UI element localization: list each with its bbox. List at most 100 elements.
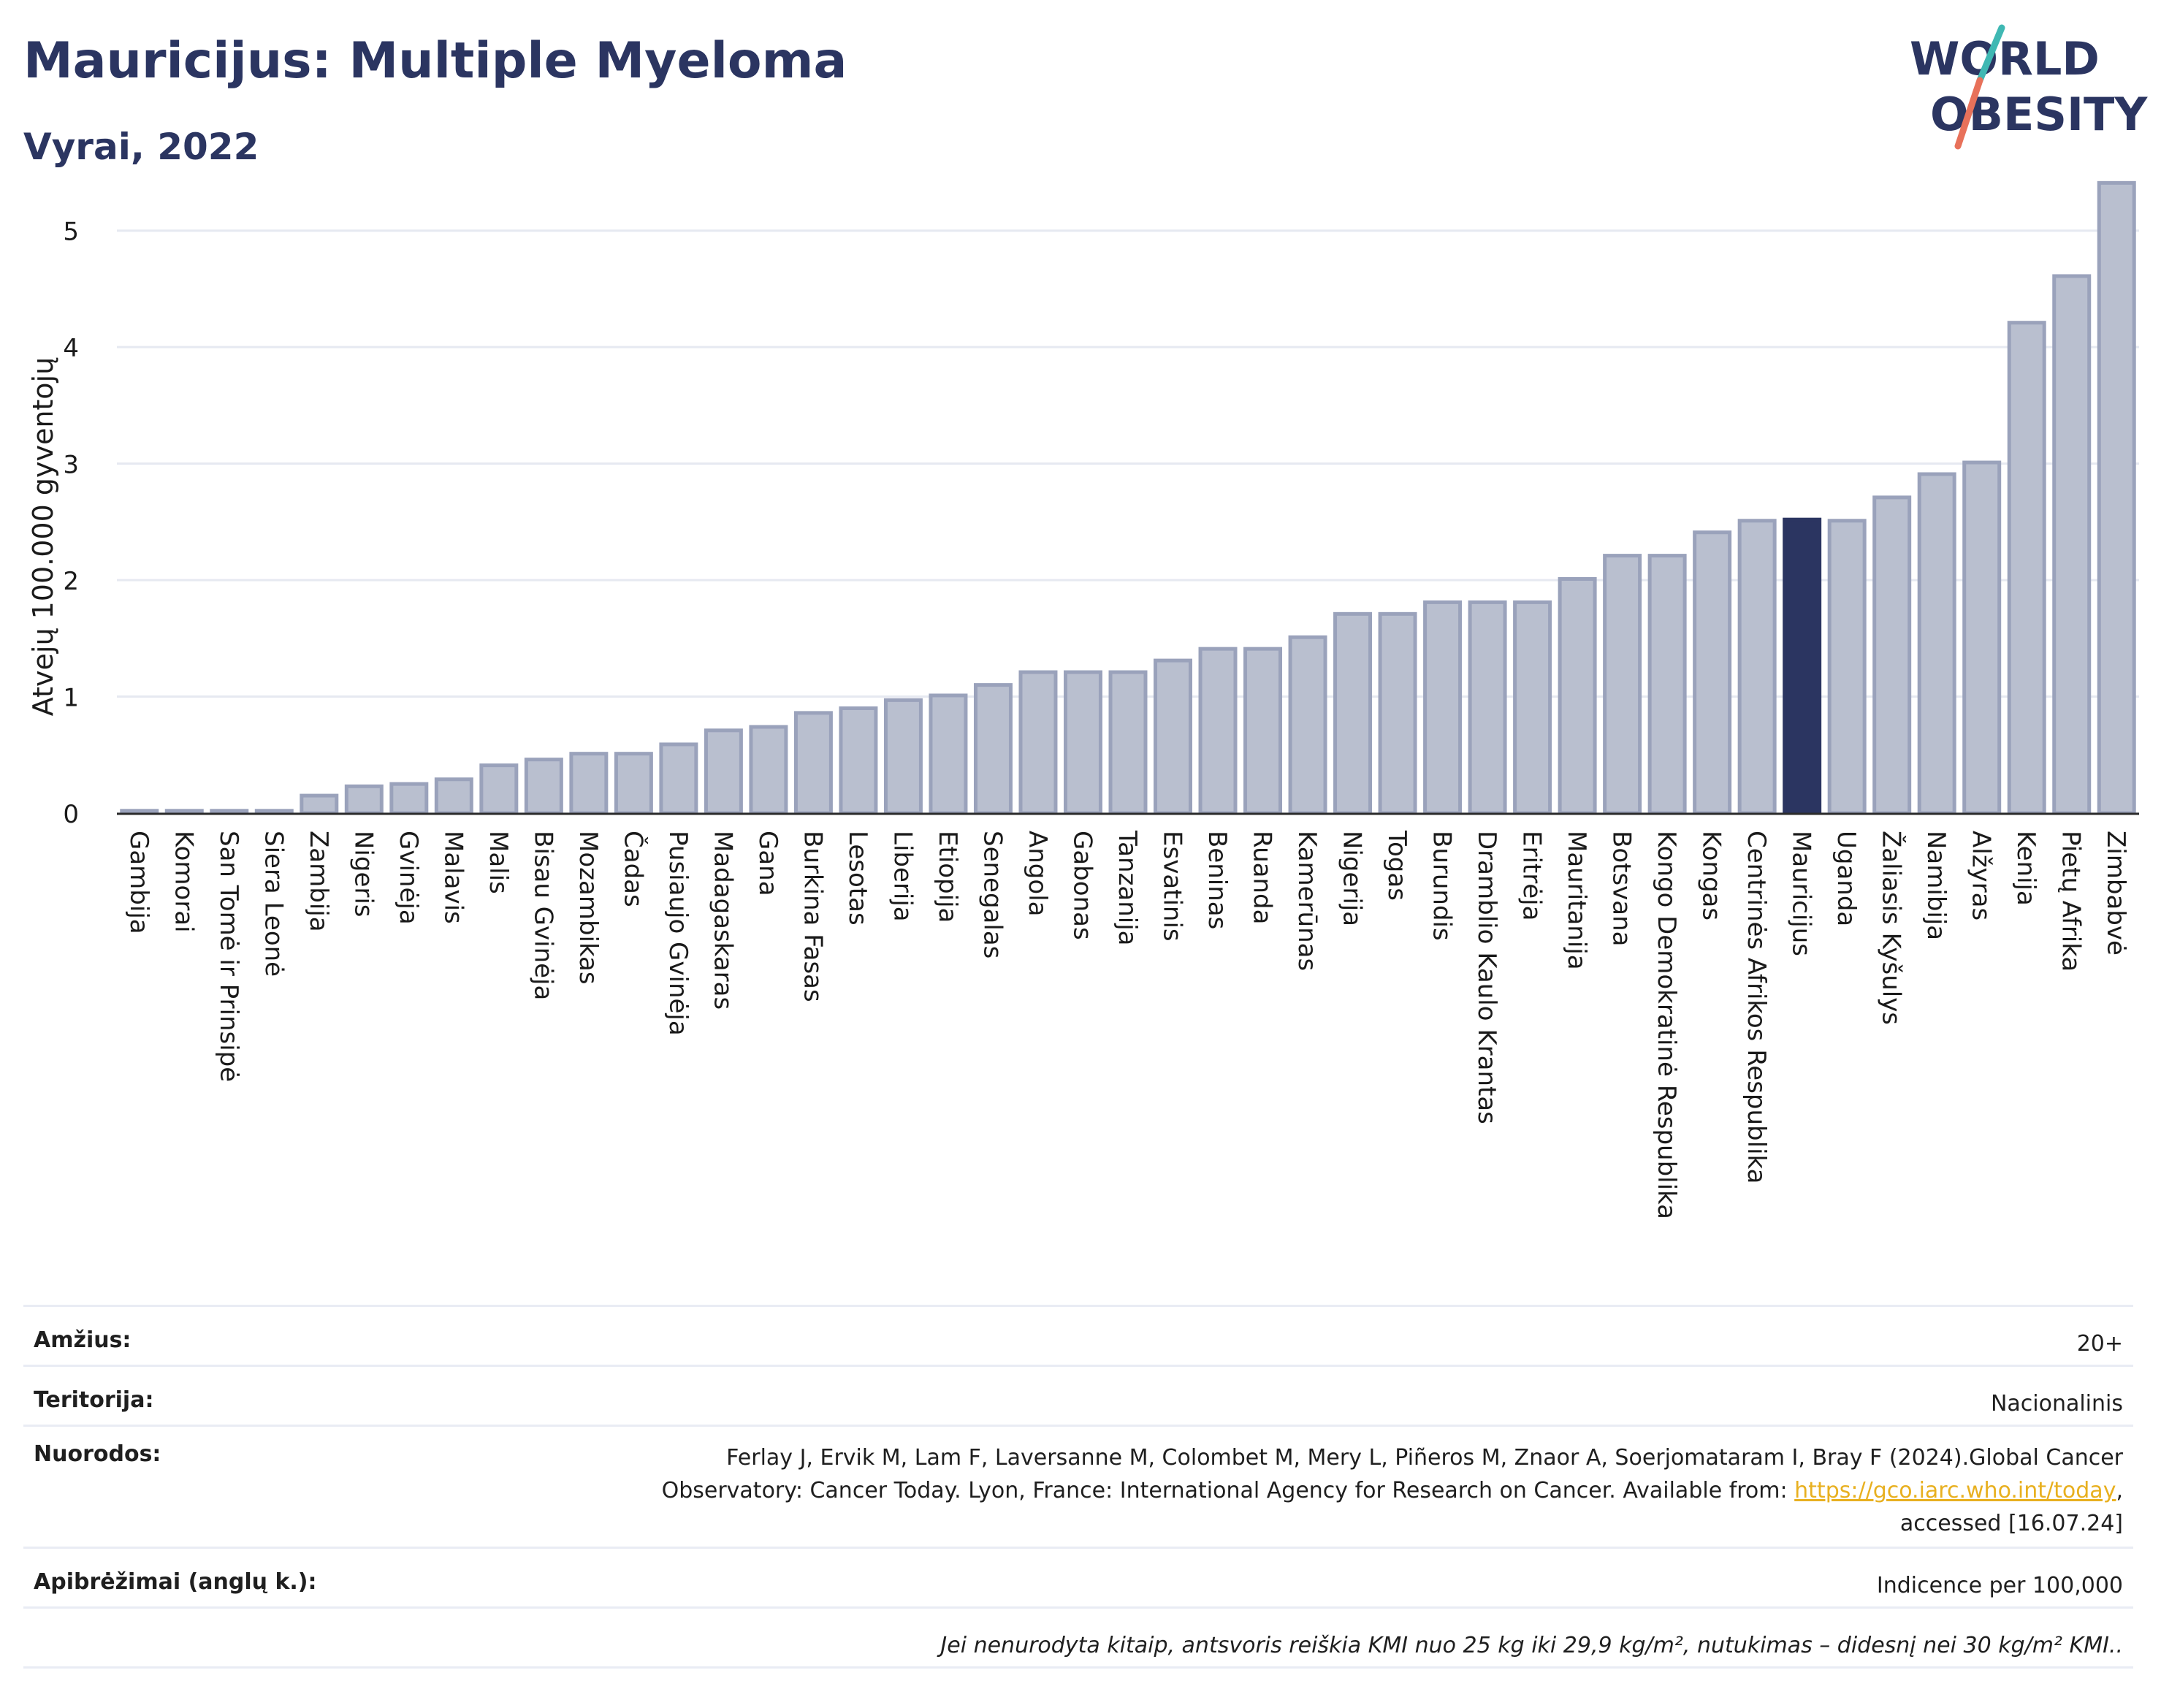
bar xyxy=(1378,611,1417,815)
info-row-definitions: Apibrėžimai (anglų k.): Indicence per 10… xyxy=(23,1547,2133,1606)
x-tick-label: San Tomė ir Prinsipė xyxy=(214,831,243,1082)
info-row-references: Nuorodos: Ferlay J, Ervik M, Lam F, Lave… xyxy=(23,1425,2133,1547)
x-tick-label: Ruanda xyxy=(1248,831,1277,924)
bar xyxy=(749,725,788,815)
info-table: Amžius: 20+ Teritorija: Nacionalinis Nuo… xyxy=(23,1305,2133,1669)
references-line2: Observatory: Cancer Today. Lyon, France:… xyxy=(661,1478,1795,1503)
bar xyxy=(1108,670,1148,815)
bar xyxy=(1423,600,1463,815)
x-tick-label: Nigerija xyxy=(1338,831,1367,926)
x-tick-label: Burkina Fasas xyxy=(798,831,827,1002)
x-tick-label: Siera Leonė xyxy=(259,831,288,977)
x-tick-label: Čadas xyxy=(618,831,648,907)
x-tick-label: Gambija xyxy=(124,831,153,934)
x-tick-label: Liberija xyxy=(888,831,917,922)
bar xyxy=(2052,274,2092,815)
territory-value: Nacionalinis xyxy=(1990,1391,2123,1417)
logo-slash-top xyxy=(1976,24,2005,84)
references-label: Nuorodos: xyxy=(34,1441,161,1467)
x-tick-label: Kongas xyxy=(1697,831,1726,920)
bar xyxy=(434,777,473,815)
territory-label: Teritorija: xyxy=(34,1387,154,1413)
x-tick-label: Madagaskaras xyxy=(708,831,737,1010)
bar xyxy=(389,782,429,815)
x-tick-label: Namibija xyxy=(1921,831,1951,940)
bar xyxy=(1513,600,1552,815)
bar-chart: 0 1 2 3 4 5 Atvejų 100.000 gyventojų Gambija K… xyxy=(27,180,2139,1219)
bar xyxy=(614,752,653,815)
bar xyxy=(1783,517,1822,815)
bar xyxy=(1063,670,1102,815)
x-tick-label: Žaliasis Kyšulys xyxy=(1877,831,1907,1025)
bar xyxy=(1243,647,1283,815)
x-tick-label: Burundis xyxy=(1428,831,1457,941)
x-tick-label: Mauritanija xyxy=(1562,831,1591,970)
age-value: 20+ xyxy=(2076,1331,2123,1357)
definitions-value: Indicence per 100,000 xyxy=(1876,1573,2123,1598)
bar xyxy=(344,784,384,815)
y-tick-label: 5 xyxy=(63,218,79,247)
logo-slash-bottom xyxy=(1954,77,1983,150)
bar xyxy=(1693,530,1732,815)
definitions-label: Apibrėžimai (anglų k.): xyxy=(34,1569,317,1595)
x-tick-label: Pietų Afrika xyxy=(2057,831,2086,972)
x-tick-label: Alžyras xyxy=(1967,831,1996,920)
x-tick-label: Botsvana xyxy=(1607,831,1636,947)
x-tick-label: Kenija xyxy=(2011,831,2040,906)
x-tick-label: Beninas xyxy=(1203,831,1232,929)
logo-text-world: WORLD xyxy=(1910,32,2100,85)
x-tick-label: Zimbabvė xyxy=(2101,831,2130,956)
x-tick-label: Mauricijus xyxy=(1787,831,1816,956)
bar xyxy=(2007,321,2046,815)
chart-title: Mauricijus: Multiple Myeloma xyxy=(23,32,847,90)
x-tick-label: Zambija xyxy=(304,831,333,932)
x-tick-label: Gana xyxy=(753,831,782,896)
references-link[interactable]: https://gco.iarc.who.int/today xyxy=(1794,1478,2116,1503)
bar xyxy=(1872,495,1912,815)
x-tick-label: Uganda xyxy=(1832,831,1861,926)
y-tick-label: 4 xyxy=(63,334,79,363)
bar xyxy=(1198,647,1238,815)
y-axis-label: Atvejų 100.000 gyventojų xyxy=(27,357,59,716)
y-tick-label: 3 xyxy=(63,451,79,480)
bar xyxy=(839,706,878,815)
bar xyxy=(1333,611,1373,815)
y-tick-label: 0 xyxy=(63,800,79,829)
bar xyxy=(1154,658,1193,815)
y-tick-labels: 0 1 2 3 4 5 xyxy=(63,218,79,829)
bar xyxy=(479,763,519,815)
x-tick-label: Tanzanija xyxy=(1113,830,1142,945)
bar xyxy=(1647,554,1687,815)
bar xyxy=(883,698,923,815)
bars xyxy=(120,180,2136,815)
x-tick-label: Lesotas xyxy=(843,831,872,926)
info-row-footnote: Jei nenurodyta kitaip, antsvoris reiškia… xyxy=(23,1606,2133,1666)
x-tick-label: Malis xyxy=(484,831,513,894)
x-tick-label: Kongo Demokratinė Respublika xyxy=(1652,831,1681,1219)
bar xyxy=(1468,600,1507,815)
x-tick-labels: Gambija Komorai San Tomė ir Prinsipė Siera … xyxy=(124,830,2130,1219)
x-tick-label: Angola xyxy=(1023,831,1052,916)
info-table-bottom-border xyxy=(23,1666,2133,1669)
world-obesity-logo: WORLD OBESITY xyxy=(1910,24,2148,150)
x-tick-label: Esvatinis xyxy=(1158,831,1187,942)
bar xyxy=(569,752,609,815)
references-value: Ferlay J, Ervik M, Lam F, Laversanne M, … xyxy=(662,1441,2123,1547)
references-line1: Ferlay J, Ervik M, Lam F, Laversanne M, … xyxy=(726,1445,2123,1471)
x-tick-label: Togas xyxy=(1382,830,1411,901)
bar xyxy=(659,742,698,815)
x-tick-label: Komorai xyxy=(169,831,198,933)
bar xyxy=(300,793,339,815)
x-tick-label: Nigeris xyxy=(348,831,378,918)
x-tick-label: Gvinėja xyxy=(394,831,423,925)
x-tick-label: Bisau Gvinėja xyxy=(528,831,557,1000)
x-tick-label: Mozambikas xyxy=(573,831,603,985)
bar xyxy=(704,728,743,815)
footnote: Jei nenurodyta kitaip, antsvoris reiškia… xyxy=(940,1633,2123,1658)
bar xyxy=(1018,670,1058,815)
bar xyxy=(2097,180,2136,815)
x-tick-label: Malavis xyxy=(438,831,468,924)
bar xyxy=(793,711,833,815)
x-tick-label: Dramblio Kaulo Krantas xyxy=(1472,831,1501,1124)
bar xyxy=(1558,576,1597,815)
